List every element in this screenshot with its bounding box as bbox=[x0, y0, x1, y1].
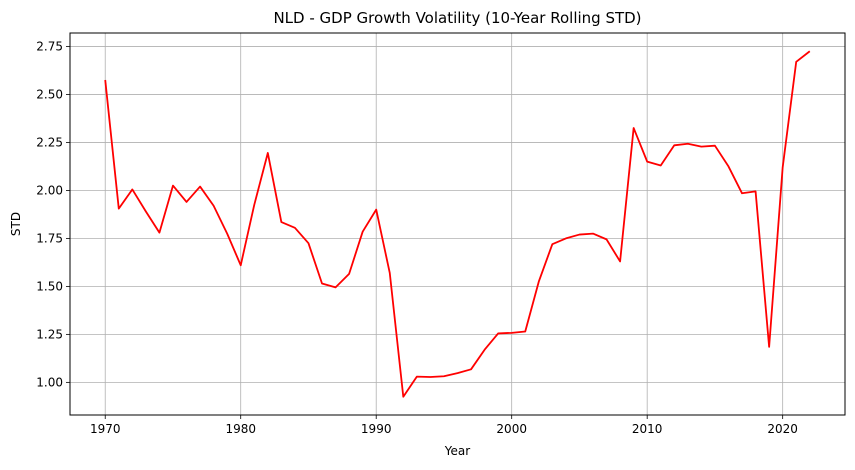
y-tick-label: 1.00 bbox=[36, 375, 63, 389]
y-tick-label: 2.25 bbox=[36, 135, 63, 149]
y-tick-label: 2.00 bbox=[36, 183, 63, 197]
y-tick-label: 1.75 bbox=[36, 231, 63, 245]
series-line bbox=[104, 50, 811, 398]
series-layer bbox=[104, 50, 811, 398]
y-tick-label: 2.50 bbox=[36, 87, 63, 101]
x-tick-label: 2010 bbox=[632, 422, 663, 436]
x-tick-label: 2020 bbox=[767, 422, 798, 436]
plot-frame bbox=[69, 32, 846, 416]
x-axis-label: Year bbox=[444, 444, 470, 458]
grid bbox=[70, 33, 845, 415]
y-axis-ticks: 1.00 1.25 1.50 1.75 2.00 2.25 2.50 2.75 bbox=[36, 39, 70, 389]
chart-title: NLD - GDP Growth Volatility (10-Year Rol… bbox=[273, 9, 641, 27]
x-tick-label: 1990 bbox=[361, 422, 392, 436]
x-tick-label: 1970 bbox=[90, 422, 121, 436]
y-tick-label: 1.25 bbox=[36, 327, 63, 341]
x-axis-ticks: 1970 1980 1990 2000 2010 2020 bbox=[90, 415, 798, 436]
y-tick-label: 1.50 bbox=[36, 279, 63, 293]
x-tick-label: 1980 bbox=[225, 422, 256, 436]
x-tick-label: 2000 bbox=[496, 422, 527, 436]
y-axis-label: STD bbox=[9, 212, 23, 236]
y-tick-label: 2.75 bbox=[36, 39, 63, 53]
